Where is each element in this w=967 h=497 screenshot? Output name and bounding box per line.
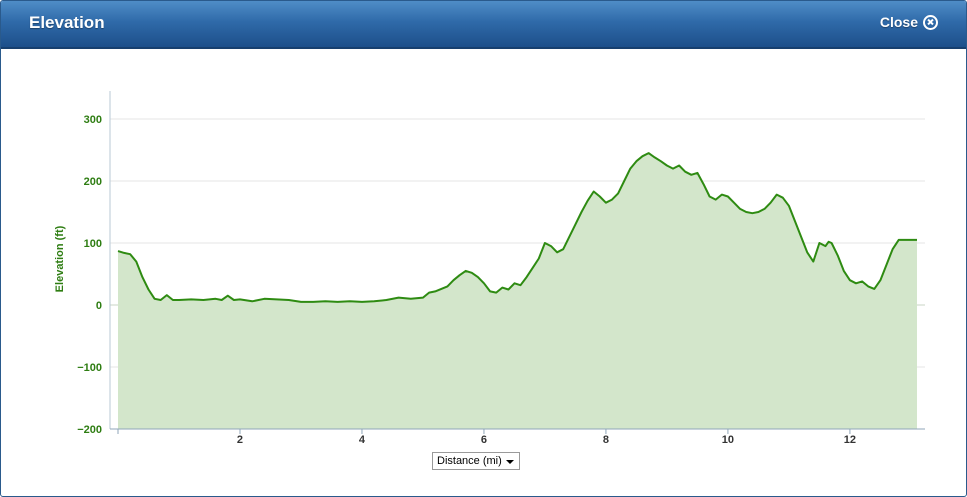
x-tick-label: 12 (844, 434, 856, 446)
x-tick-label: 8 (603, 434, 609, 446)
y-tick-label: −200 (77, 424, 102, 436)
dialog-title: Elevation (29, 13, 105, 32)
y-tick-label: 0 (96, 300, 102, 312)
title-bar: Elevation Close (1, 1, 966, 49)
y-axis-title: Elevation (ft) (54, 225, 66, 292)
close-button[interactable]: Close (880, 14, 938, 30)
y-tick-label: 200 (84, 176, 102, 188)
elevation-line (117, 152, 917, 303)
y-tick-label: −100 (77, 362, 102, 374)
unit-select-label: Distance (mi) (437, 455, 502, 467)
close-icon[interactable] (923, 14, 938, 30)
x-tick-label: 10 (722, 434, 734, 446)
x-tick-label: 6 (481, 434, 487, 446)
y-tick-label: 100 (84, 238, 102, 250)
elevation-area (118, 153, 917, 429)
chevron-down-icon (506, 460, 514, 464)
x-tick-label: 2 (237, 434, 243, 446)
close-label: Close (879, 14, 918, 30)
distance-unit-select[interactable]: Distance (mi) (432, 452, 520, 470)
x-tick-label: 4 (359, 434, 366, 446)
y-tick-label: 300 (84, 114, 102, 126)
